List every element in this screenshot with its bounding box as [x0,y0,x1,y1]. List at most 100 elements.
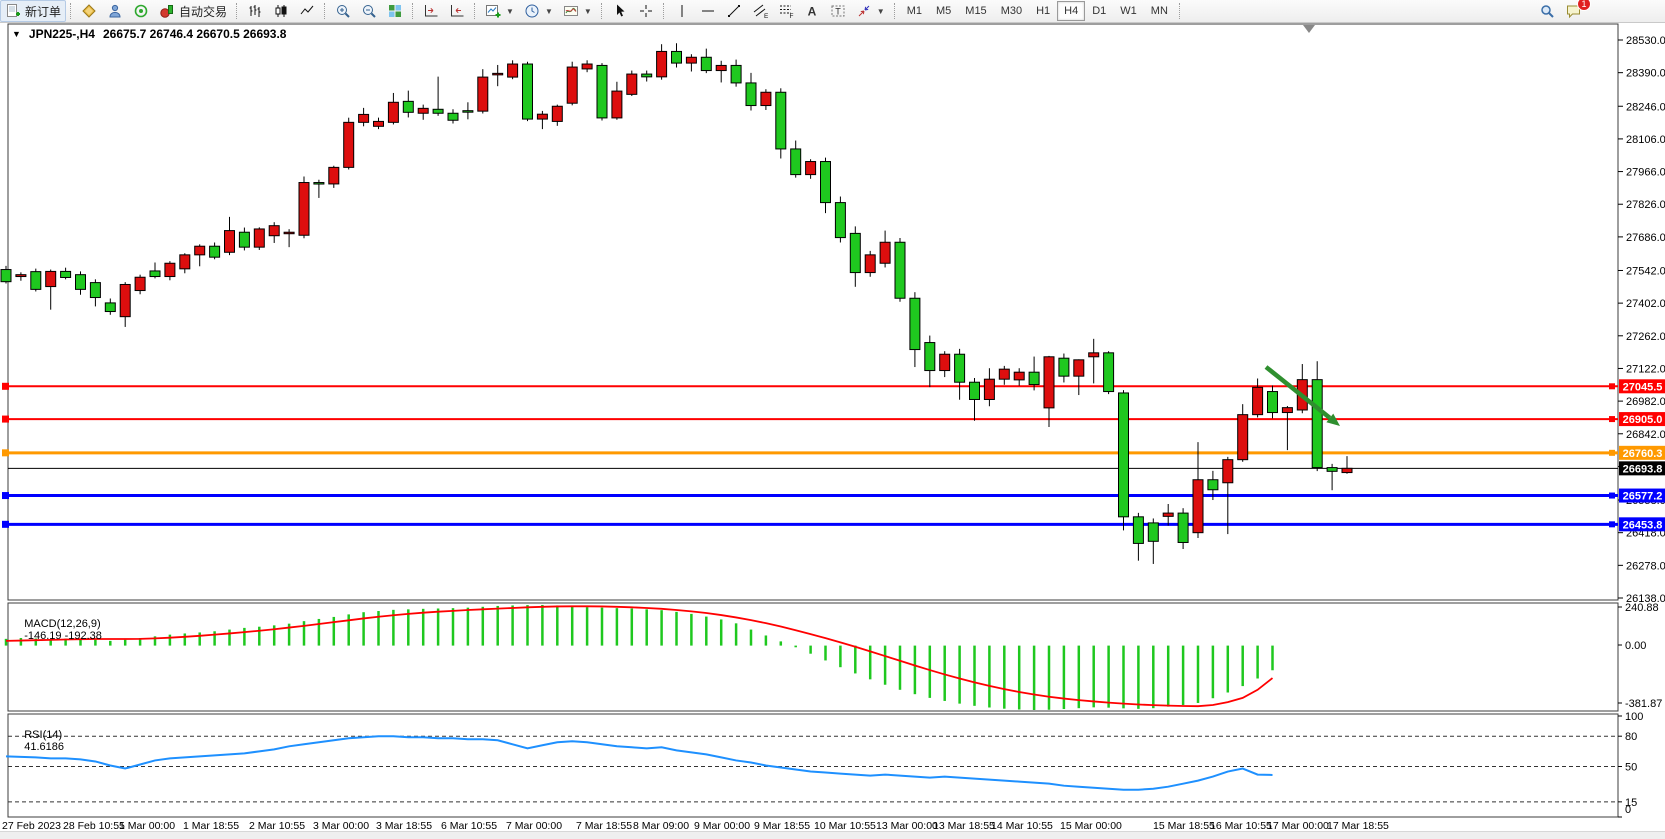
shift-indent-button[interactable] [444,0,470,22]
timeframe-m15[interactable]: M15 [965,5,987,17]
hline-handle[interactable] [2,449,9,457]
candle [328,166,340,185]
hline-handle[interactable] [2,415,9,423]
svg-text:0.00: 0.00 [1625,640,1646,652]
rsi-pane[interactable] [7,713,1619,818]
main-pane[interactable] [7,23,1619,601]
candle [75,274,86,290]
chevron-down-icon: ▼ [583,6,592,16]
new-chart-icon [485,3,501,19]
autotrade-button[interactable]: 自动交易 [154,0,232,22]
candle [1147,522,1159,542]
svg-text:27826.0: 27826.0 [1626,199,1665,211]
candle [909,297,921,351]
hline-handle[interactable] [2,382,9,390]
svg-text:27686.0: 27686.0 [1626,232,1665,244]
timeframe-mn[interactable]: MN [1150,5,1168,17]
candle [939,353,951,372]
fibo-tool-button[interactable]: F [773,0,799,22]
vline-tool-button[interactable] [669,0,695,22]
separator [324,3,326,19]
svg-text:15 Mar 18:55: 15 Mar 18:55 [1153,820,1215,832]
hline-handle[interactable] [2,492,9,500]
candle [924,342,936,372]
hlines [2,382,1618,528]
timeframe-h4[interactable]: H4 [1057,1,1086,21]
svg-text:8 Mar 09:00: 8 Mar 09:00 [633,820,689,832]
new-order-icon [5,3,21,19]
autotrade-icon [159,3,175,19]
zoom-out-button[interactable] [356,0,382,22]
candle [1222,459,1234,484]
search-button[interactable] [1534,0,1560,22]
new-order-button[interactable]: 新订单 [0,0,67,22]
macd-pane[interactable] [7,602,1619,712]
candle [834,202,846,239]
line-chart-button[interactable] [294,0,320,22]
bar-chart-button[interactable] [242,0,268,22]
candle [745,82,757,107]
separator [662,3,665,19]
svg-text:16 Mar 10:55: 16 Mar 10:55 [1210,820,1272,832]
candle [1177,512,1189,543]
svg-text:26760.3: 26760.3 [1623,448,1663,460]
notification-button[interactable]: 1 [1560,0,1591,22]
candle [492,72,504,76]
trendline-tool-button[interactable] [721,0,747,22]
trendline-tool-icon [726,3,742,19]
candle [134,276,146,292]
svg-text:9 Mar 18:55: 9 Mar 18:55 [754,820,810,832]
label-tool-icon: T [830,3,846,19]
chart-symbol-period: JPN225-,H4 [28,27,95,41]
market-watch-button[interactable] [76,0,102,22]
text-tool-button[interactable]: A [799,0,825,22]
hline-handle[interactable] [2,520,9,528]
cursor-button[interactable] [607,0,633,22]
trend-arrow-annotation[interactable] [1264,365,1340,426]
candle [283,231,295,235]
search-icon [1539,3,1555,19]
arrows-tool-button[interactable]: ▼ [851,0,890,22]
timeframe-group: M1 M5 M15 M30 H1 H4 D1 W1 MN [900,1,1175,21]
timeframe-w1[interactable]: W1 [1120,5,1137,17]
separator [412,3,414,19]
zoom-in-button[interactable] [330,0,356,22]
candle-chart-button[interactable] [268,0,294,22]
candle [641,73,653,78]
rsi-indicator-label: RSI(14) 41.6186 [12,717,64,765]
candle [253,228,265,248]
signal-button[interactable] [128,0,154,22]
template-button[interactable]: ▼ [558,0,597,22]
chart-expand-icon[interactable]: ▼ [12,29,21,39]
svg-text:F: F [789,13,793,19]
timeframe-m1[interactable]: M1 [906,5,922,17]
hline-tool-button[interactable] [695,0,721,22]
label-tool-button[interactable]: T [825,0,851,22]
svg-text:240.88: 240.88 [1625,602,1659,614]
shift-end-button[interactable] [418,0,444,22]
candle [60,270,72,278]
tile-windows-button[interactable] [382,0,408,22]
svg-text:27122.0: 27122.0 [1626,363,1665,375]
toolbar: 新订单 自动交易 ▼ ▼ ▼ E F A T ▼ [0,0,1665,23]
candle [700,56,712,72]
timeframe-h1[interactable]: H1 [1036,5,1051,17]
new-chart-button[interactable]: ▼ [480,0,519,22]
crosshair-button[interactable] [633,0,659,22]
candle [1281,407,1293,414]
timeframe-m30[interactable]: M30 [1000,5,1023,17]
candle [119,283,131,318]
profile-button[interactable] [102,0,128,22]
svg-text:27262.0: 27262.0 [1626,331,1665,343]
svg-text:6 Mar 10:55: 6 Mar 10:55 [441,820,497,832]
period-button[interactable]: ▼ [519,0,558,22]
timeframe-m5[interactable]: M5 [936,5,952,17]
timeframe-d1[interactable]: D1 [1092,5,1107,17]
channel-tool-button[interactable]: E [747,0,773,22]
shift-indent-icon [449,3,465,19]
svg-text:26693.8: 26693.8 [1623,463,1663,475]
candle [790,148,802,176]
rsi-value: 41.6186 [24,741,64,753]
shift-marker-icon[interactable] [1303,25,1315,33]
